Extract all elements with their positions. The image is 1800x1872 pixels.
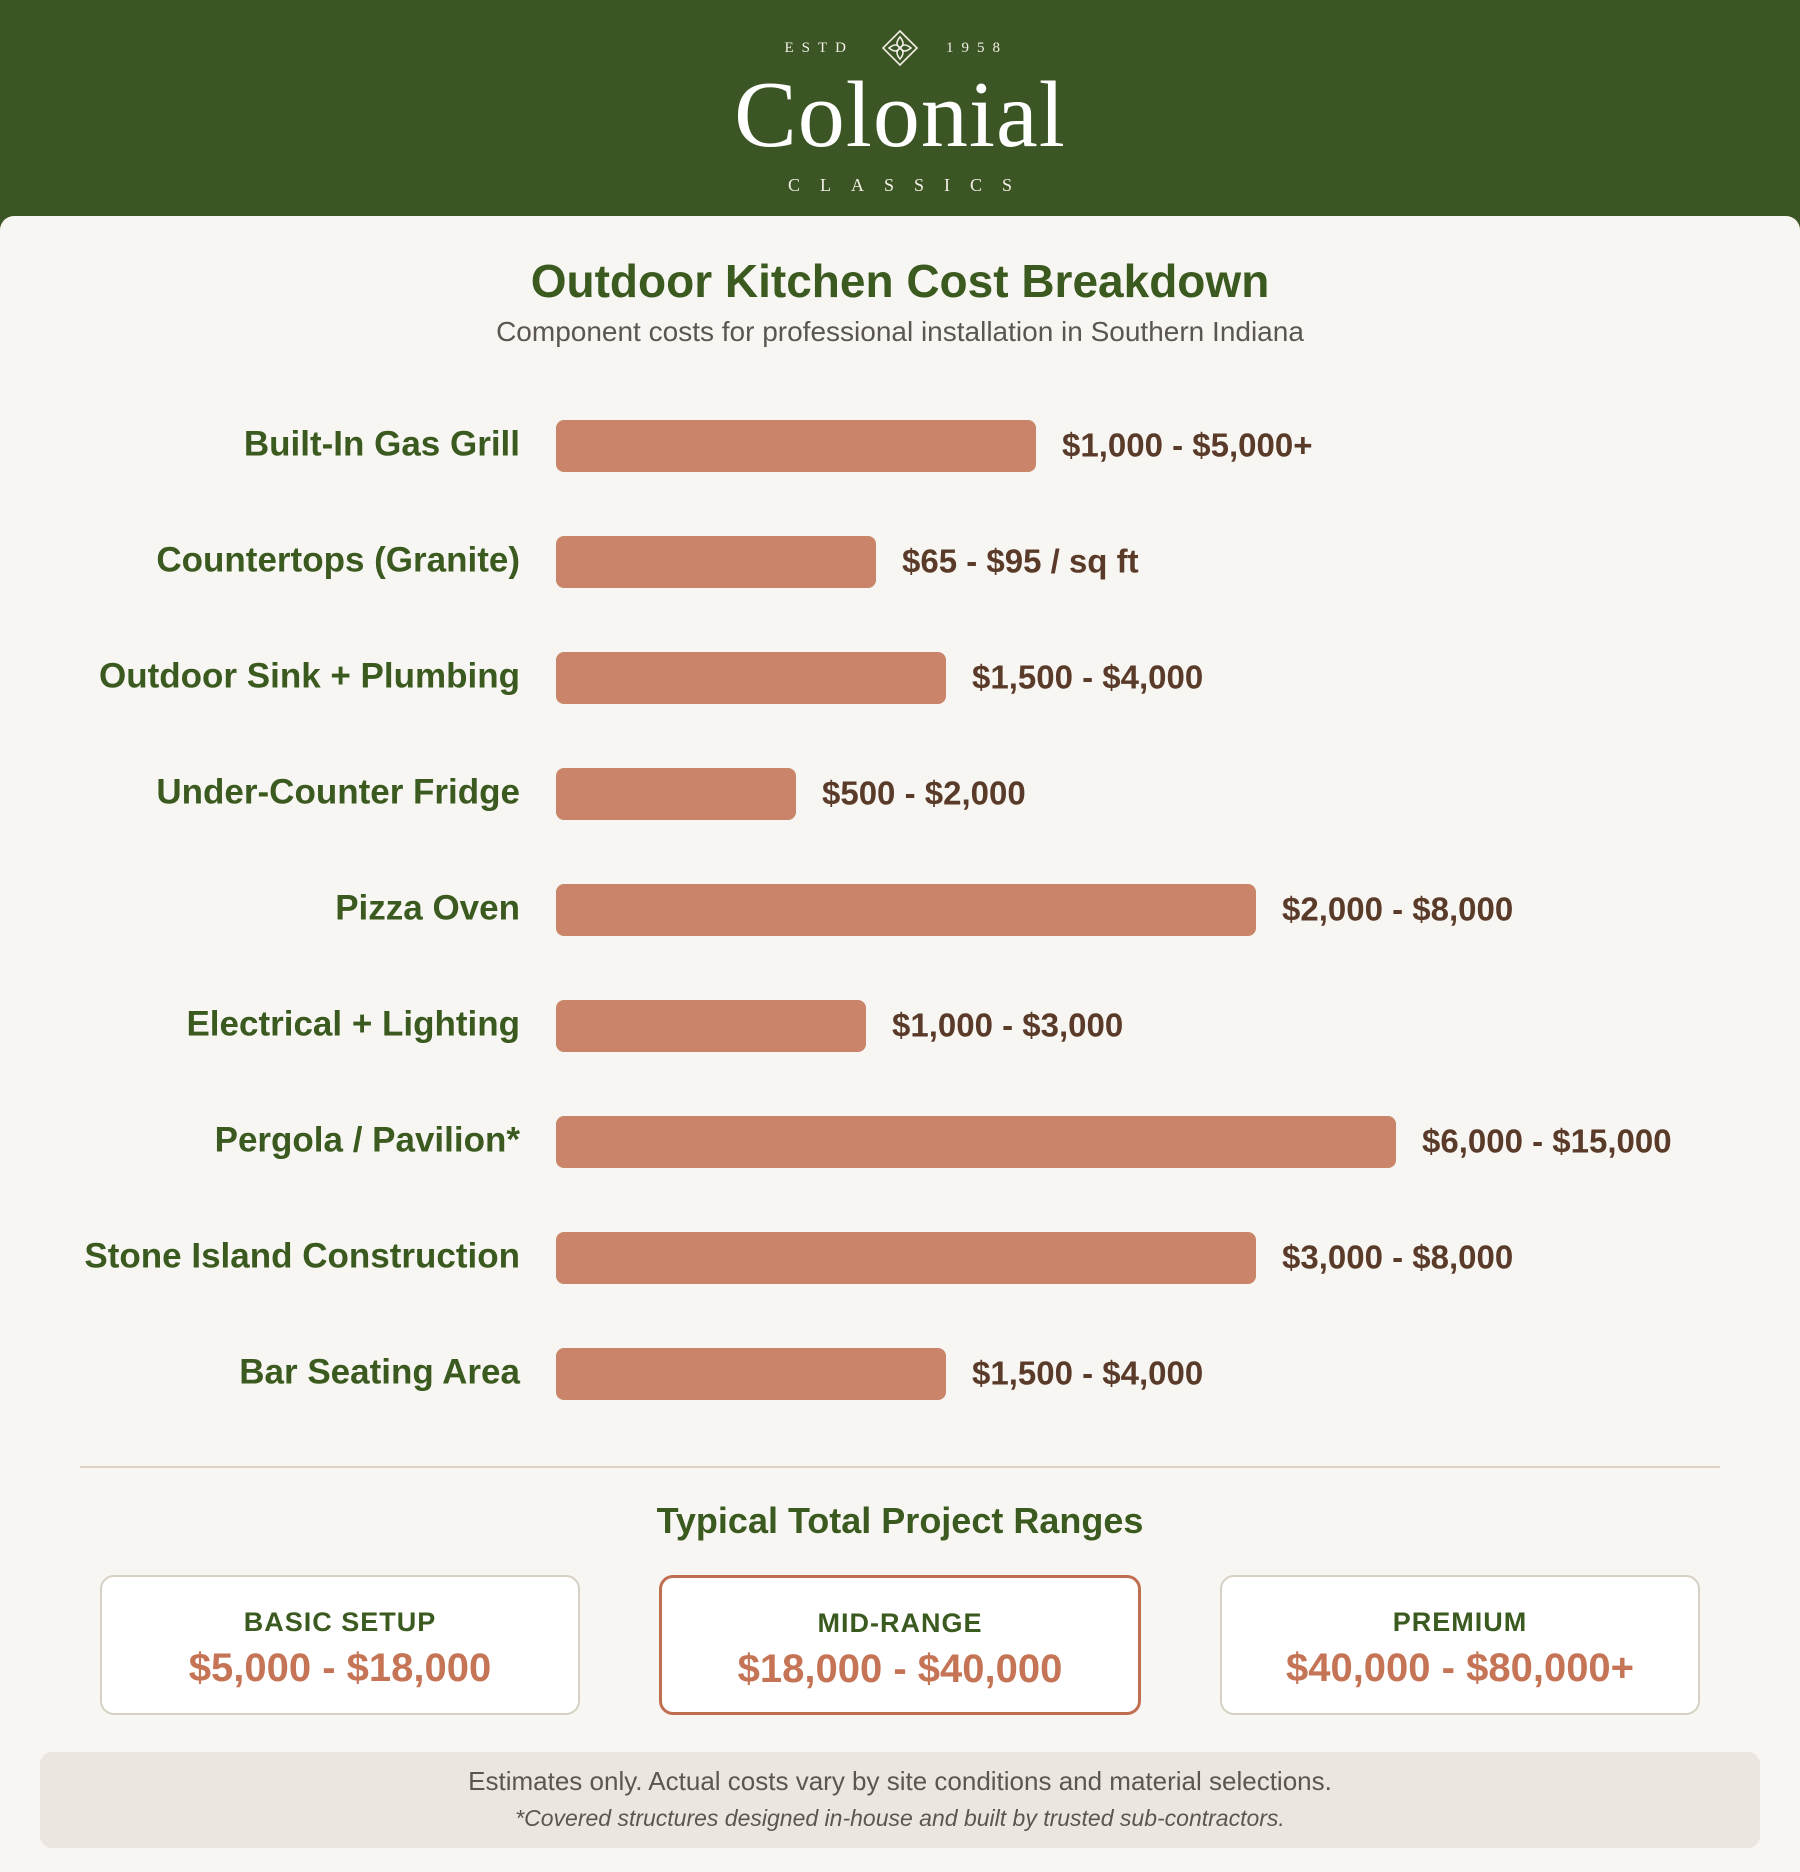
- value-label: $3,000 - $8,000: [1282, 1239, 1513, 1276]
- flower-emblem-icon: [881, 29, 919, 67]
- bar: [556, 536, 876, 588]
- tier-name: MID-RANGE: [817, 1608, 983, 1638]
- brand-tagline: CLASSICS: [787, 175, 1033, 195]
- tier-range: $5,000 - $18,000: [188, 1646, 492, 1690]
- value-label: $1,000 - $3,000: [892, 1007, 1123, 1044]
- bar: [556, 1232, 1256, 1284]
- disclaimer-box: Estimates only. Actual costs vary by sit…: [40, 1752, 1760, 1848]
- category-label: Outdoor Sink + Plumbing: [99, 656, 520, 695]
- tier-card-basic: BASIC SETUP $5,000 - $18,000: [100, 1575, 580, 1715]
- bar: [556, 768, 796, 820]
- brand-name: Colonial: [734, 63, 1066, 167]
- category-label: Pizza Oven: [335, 888, 520, 927]
- tier-name: PREMIUM: [1392, 1607, 1528, 1637]
- category-label: Under-Counter Fridge: [156, 772, 520, 811]
- tier-range: $18,000 - $40,000: [737, 1647, 1063, 1691]
- value-label: $6,000 - $15,000: [1422, 1123, 1672, 1160]
- value-label: $1,000 - $5,000+: [1062, 427, 1312, 464]
- section-divider: [80, 1466, 1720, 1468]
- category-label: Countertops (Granite): [156, 540, 520, 579]
- value-label: $65 - $95 / sq ft: [902, 543, 1139, 580]
- brand-header: ESTD 1958 Colonial CLASSICS: [0, 0, 1800, 216]
- category-label: Bar Seating Area: [239, 1352, 520, 1391]
- bar: [556, 1000, 866, 1052]
- value-label: $500 - $2,000: [822, 775, 1026, 812]
- category-label: Pergola / Pavilion*: [215, 1120, 521, 1159]
- cost-bar-chart: Built-In Gas Grill $1,000 - $5,000+ Counte…: [84, 420, 1672, 1400]
- bar: [556, 420, 1036, 472]
- tier-range: $40,000 - $80,000+: [1285, 1646, 1635, 1690]
- value-label: $1,500 - $4,000: [972, 1355, 1203, 1392]
- disclaimer-note: Estimates only. Actual costs vary by sit…: [468, 1766, 1332, 1796]
- estd-label: ESTD: [784, 39, 854, 56]
- value-label: $2,000 - $8,000: [1282, 891, 1513, 928]
- category-label: Stone Island Construction: [84, 1236, 520, 1275]
- category-label: Built-In Gas Grill: [244, 424, 520, 463]
- bar: [556, 1348, 946, 1400]
- tier-card-premium: PREMIUM $40,000 - $80,000+: [1220, 1575, 1700, 1715]
- totals-title: Typical Total Project Ranges: [656, 1500, 1144, 1541]
- tier-name: BASIC SETUP: [243, 1607, 437, 1637]
- footnote: *Covered structures designed in-house an…: [515, 1805, 1285, 1831]
- bar: [556, 1116, 1396, 1168]
- value-label: $1,500 - $4,000: [972, 659, 1203, 696]
- tier-card-mid-range: MID-RANGE $18,000 - $40,000: [659, 1575, 1141, 1715]
- chart-title: Outdoor Kitchen Cost Breakdown: [530, 255, 1270, 307]
- estd-year: 1958: [946, 39, 1008, 56]
- estd-line: ESTD 1958: [0, 28, 1800, 68]
- chart-subtitle: Component costs for professional install…: [496, 316, 1304, 347]
- category-label: Electrical + Lighting: [186, 1004, 520, 1043]
- bar: [556, 652, 946, 704]
- bar: [556, 884, 1256, 936]
